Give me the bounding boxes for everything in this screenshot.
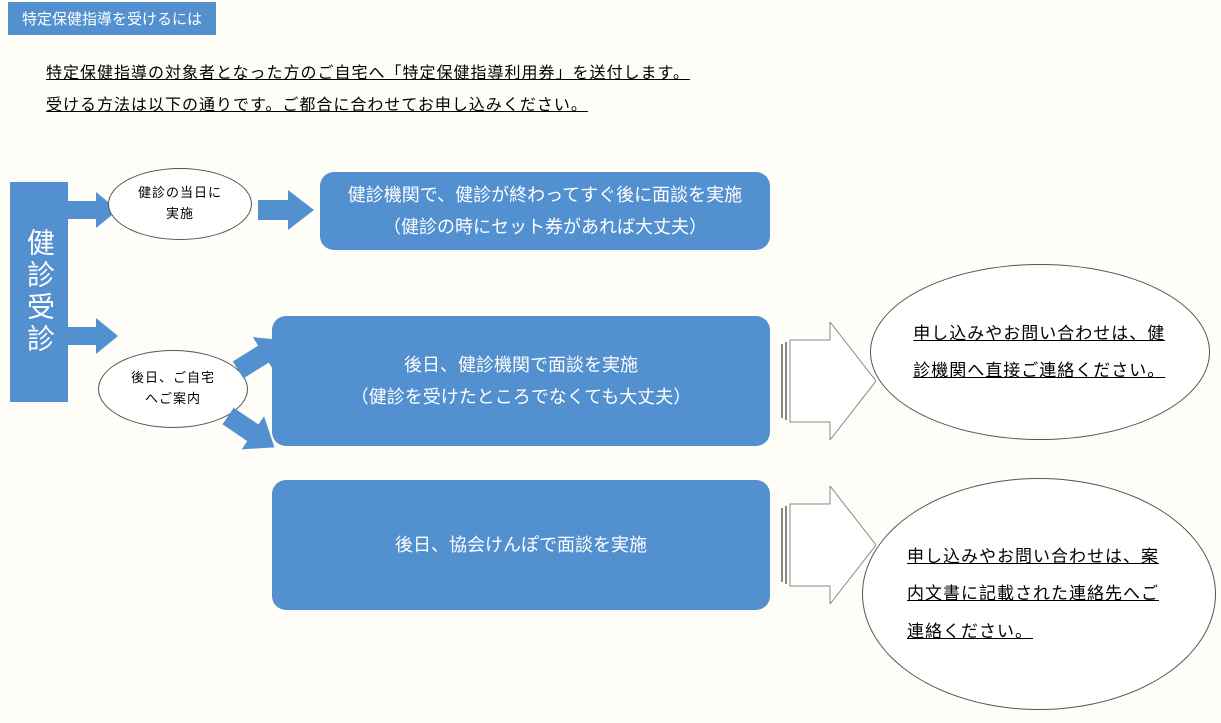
arrow-icon [258, 190, 314, 230]
header-badge: 特定保健指導を受けるには [8, 2, 216, 35]
option-box-1: 健診機関で、健診が終わってすぐ後に面談を実施 （健診の時にセット券があれば大丈夫… [320, 172, 770, 250]
header-badge-text: 特定保健指導を受けるには [22, 11, 202, 28]
branch-ellipse-later: 後日、ご自宅 へご案内 [98, 350, 248, 428]
start-node: 健診受診 [10, 182, 68, 402]
contact-text-2: 申し込みやお問い合わせは、案内文書に記載された連絡先へご連絡ください。 [907, 538, 1171, 650]
start-label: 健診受診 [19, 228, 59, 356]
contact-text-1: 申し込みやお問い合わせは、健診機関へ直接ご連絡ください。 [913, 315, 1167, 390]
option-box-3: 後日、協会けんぽで面談を実施 [272, 480, 770, 610]
arrow-icon [68, 318, 118, 354]
intro-text: 特定保健指導の対象者となった方のご自宅へ「特定保健指導利用券」を送付します。 受… [46, 58, 690, 122]
contact-ellipse-1: 申し込みやお問い合わせは、健診機関へ直接ご連絡ください。 [870, 264, 1210, 440]
option-box-2: 後日、健診機関で面談を実施 （健診を受けたところでなくても大丈夫） [272, 316, 770, 446]
block-arrow-icon [776, 486, 876, 604]
contact-ellipse-2: 申し込みやお問い合わせは、案内文書に記載された連絡先へご連絡ください。 [862, 478, 1216, 710]
block-arrow-icon [776, 322, 876, 440]
branch-ellipse-same-day: 健診の当日に 実施 [108, 168, 252, 240]
